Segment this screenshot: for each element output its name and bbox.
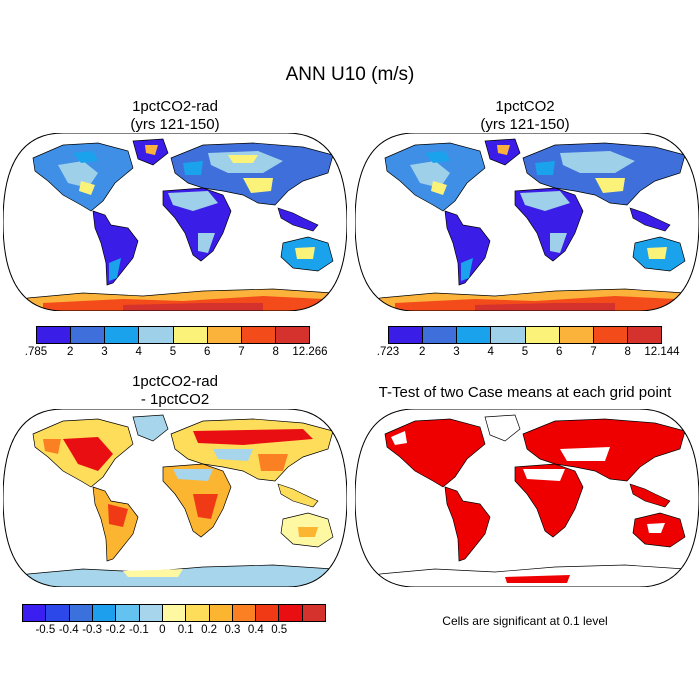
- colorbar-swatch: [139, 605, 163, 621]
- colorbar-swatch: [23, 605, 47, 621]
- colorbar-tick-label: -0.4: [58, 624, 79, 636]
- colorbar-tick-label: .785: [24, 346, 48, 358]
- colorbar-swatch: [491, 327, 526, 343]
- colorbar-swatch: [241, 327, 276, 343]
- colorbar-tick-label: 3: [101, 346, 108, 358]
- map-panel-1: [3, 133, 347, 311]
- colorbar-swatch: [71, 327, 106, 343]
- colorbar-swatch: [559, 327, 594, 343]
- panel-3-title: 1pctCO2-rad - 1pctCO2: [25, 373, 325, 409]
- colorbar-3: [22, 604, 326, 622]
- colorbar-swatch: [423, 327, 458, 343]
- colorbar-tick-label: -0.5: [35, 624, 56, 636]
- colorbar-tick-label: 0.3: [224, 624, 241, 636]
- colorbar-swatch: [92, 605, 117, 621]
- colorbar-tick-label: -0.3: [82, 624, 103, 636]
- colorbar-swatch: [162, 605, 187, 621]
- colorbar-swatch: [116, 605, 140, 621]
- colorbar-tick-label: -0.2: [105, 624, 126, 636]
- colorbar-tick-label: -0.1: [129, 624, 149, 636]
- colorbar-swatch: [525, 327, 560, 343]
- colorbar-2: [388, 326, 662, 344]
- panel-1-title-line1: 1pctCO2-rad: [132, 98, 218, 115]
- colorbar-swatch: [207, 327, 242, 343]
- colorbar-tick-label: 3: [453, 346, 460, 358]
- panel-1-title-line2: (yrs 121-150): [130, 116, 220, 133]
- colorbar-tick-label: 8: [272, 346, 279, 358]
- panel-3-title-line1: 1pctCO2-rad: [132, 373, 218, 390]
- colorbar-swatch: [209, 605, 233, 621]
- colorbar-swatch: [256, 605, 280, 621]
- colorbar-tick-label: 7: [590, 346, 597, 358]
- panel-4-title: T-Test of two Case means at each grid po…: [355, 384, 695, 402]
- panel-2-title: 1pctCO2 (yrs 121-150): [375, 98, 675, 134]
- colorbar-swatch: [457, 327, 492, 343]
- colorbar-tick-label: 4: [135, 346, 142, 358]
- colorbar-swatch: [139, 327, 174, 343]
- colorbar-tick-label: 7: [238, 346, 245, 358]
- colorbar-swatch: [105, 327, 140, 343]
- colorbar-tick-label: 6: [556, 346, 563, 358]
- panel-2-title-line2: (yrs 121-150): [480, 116, 570, 133]
- colorbar-tick-label: .723: [376, 346, 400, 358]
- colorbar-swatch: [389, 327, 424, 343]
- colorbar-2-labels: .723 2 3 4 5 6 7 8 12.144: [377, 346, 680, 360]
- map-panel-3: [3, 409, 347, 587]
- colorbar-swatch: [627, 327, 661, 343]
- colorbar-swatch: [37, 327, 72, 343]
- colorbar-tick-label: 0.1: [177, 624, 194, 636]
- colorbar-tick-label: 0.5: [271, 624, 288, 636]
- significance-note: Cells are significant at 0.1 level: [442, 614, 608, 628]
- map-panel-2: [355, 133, 699, 311]
- colorbar-tick-label: 12.144: [644, 346, 680, 358]
- panel-4-title-line1: T-Test of two Case means at each grid po…: [378, 384, 672, 401]
- colorbar-swatch: [173, 327, 208, 343]
- colorbar-tick-label: 6: [204, 346, 211, 358]
- colorbar-tick-label: 2: [67, 346, 74, 358]
- colorbar-tick-label: 2: [419, 346, 426, 358]
- panel-2-title-line1: 1pctCO2: [495, 98, 555, 115]
- colorbar-tick-label: 4: [487, 346, 494, 358]
- colorbar-swatch: [302, 605, 326, 621]
- colorbar-swatch: [275, 327, 309, 343]
- colorbar-swatch: [46, 605, 70, 621]
- colorbar-1: [36, 326, 310, 344]
- map-panel-4: [355, 409, 699, 587]
- colorbar-3-labels: -0.5 -0.4 -0.3 -0.2 -0.1 0 0.1 0.2 0.3 0.4 0.5: [22, 624, 326, 638]
- colorbar-tick-label: 5: [521, 346, 529, 358]
- colorbar-1-labels: .785 2 3 4 5 6 7 8 12.266: [25, 346, 328, 360]
- colorbar-tick-label: 5: [169, 346, 177, 358]
- colorbar-tick-label: 12.266: [292, 346, 328, 358]
- colorbar-tick-label: 0.4: [247, 624, 264, 636]
- colorbar-swatch: [232, 605, 257, 621]
- colorbar-swatch: [69, 605, 93, 621]
- colorbar-tick-label: 0.2: [201, 624, 218, 636]
- panel-1-title: 1pctCO2-rad (yrs 121-150): [25, 98, 325, 134]
- colorbar-swatch: [279, 605, 303, 621]
- panel-3-title-line2: - 1pctCO2: [140, 391, 210, 408]
- colorbar-tick-label: 8: [624, 346, 631, 358]
- colorbar-swatch: [186, 605, 210, 621]
- colorbar-tick-label: 0: [159, 624, 166, 636]
- colorbar-swatch: [593, 327, 628, 343]
- main-title: ANN U10 (m/s): [285, 64, 415, 85]
